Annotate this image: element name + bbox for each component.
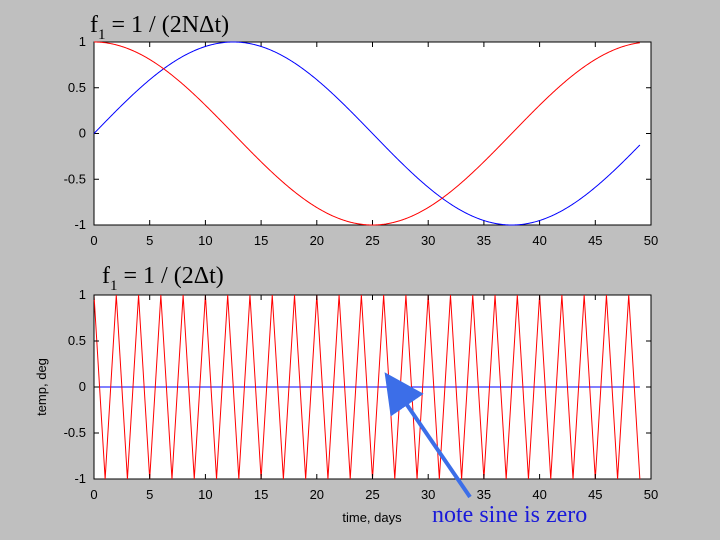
x-tick-label-top-2: 10	[198, 233, 212, 248]
tick-group-top	[93, 41, 652, 226]
chart-title-bottom: f1 = 1 / (2Δt)	[102, 263, 224, 294]
annotation: note sine is zero	[384, 372, 587, 528]
series-line-bottom-2	[93, 294, 641, 480]
y-tick-labels-top: 1 0.5 0 -0.5 -1	[64, 34, 86, 232]
x-tick-label-top-10: 50	[644, 233, 658, 248]
x-tick-label-bottom-7: 35	[477, 487, 491, 502]
x-tick-label-bottom-8: 40	[532, 487, 546, 502]
series-group-top	[93, 41, 641, 226]
y-tick-label-bottom-2: 0	[79, 379, 86, 394]
series-group-bottom	[93, 294, 641, 480]
series-line-top-1	[93, 41, 641, 226]
annotation-arrow	[384, 372, 472, 499]
y-tick-label-top-4: -1	[74, 217, 86, 232]
x-tick-label-top-8: 40	[532, 233, 546, 248]
x-axis-label: time, days	[342, 510, 402, 525]
x-tick-label-bottom-9: 45	[588, 487, 602, 502]
y-tick-label-top-2: 0	[79, 126, 86, 141]
y-tick-labels-bottom: 1 0.5 0 -0.5 -1	[64, 287, 86, 486]
x-tick-label-bottom-4: 20	[310, 487, 324, 502]
series-line-top-2	[94, 41, 640, 226]
tick-group-bottom	[93, 294, 652, 480]
x-tick-label-bottom-1: 5	[146, 487, 153, 502]
x-tick-label-top-1: 5	[146, 233, 153, 248]
y-tick-label-bottom-4: -1	[74, 471, 86, 486]
x-tick-label-top-7: 35	[477, 233, 491, 248]
x-tick-label-top-3: 15	[254, 233, 268, 248]
x-tick-labels-bottom: 0 5 10 15 20 25 30 35 40 45 50	[90, 487, 658, 502]
x-tick-label-top-4: 20	[310, 233, 324, 248]
x-tick-label-top-6: 30	[421, 233, 435, 248]
x-tick-label-top-9: 45	[588, 233, 602, 248]
x-tick-label-bottom-5: 25	[365, 487, 379, 502]
annotation-text: note sine is zero	[432, 502, 587, 528]
y-tick-label-top-3: -0.5	[64, 171, 86, 186]
x-tick-label-top-5: 25	[365, 233, 379, 248]
y-tick-label-bottom-0: 1	[79, 287, 86, 302]
x-tick-labels-top: 0 5 10 15 20 25 30 35 40 45 50	[90, 233, 658, 248]
x-tick-label-bottom-3: 15	[254, 487, 268, 502]
chart-top: 0 5 10 15 20 25 30 35 40 45 50 1 0.5 0 -0.5 -1 f1 = 1 …	[64, 12, 659, 248]
x-tick-label-top-0: 0	[90, 233, 97, 248]
chart-bottom: 0 5 10 15 20 25 30 35 40 45 50 1 0.5 0 -0.5 -1 f1 = 1 …	[34, 263, 658, 525]
x-tick-label-bottom-6: 30	[421, 487, 435, 502]
y-axis-label: temp, deg	[34, 358, 49, 416]
y-tick-label-top-0: 1	[79, 34, 86, 49]
x-tick-label-bottom-10: 50	[644, 487, 658, 502]
y-tick-label-top-1: 0.5	[68, 80, 86, 95]
y-tick-label-bottom-1: 0.5	[68, 333, 86, 348]
chart-title-top: f1 = 1 / (2NΔt)	[90, 12, 229, 43]
x-tick-label-bottom-2: 10	[198, 487, 212, 502]
y-tick-label-bottom-3: -0.5	[64, 425, 86, 440]
x-tick-label-bottom-0: 0	[90, 487, 97, 502]
